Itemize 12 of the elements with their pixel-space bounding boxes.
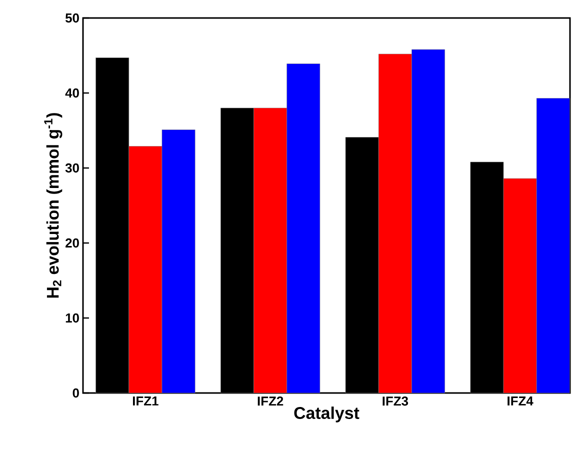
y-tick-label: 50 — [65, 13, 79, 23]
y-tick-label: 40 — [65, 88, 79, 98]
x-tick-label: IFZ3 — [382, 396, 408, 406]
x-tick-label: IFZ1 — [132, 396, 158, 406]
y-axis-title: H$_{2}$ evolution (mmol g$^{-1}$) — [44, 113, 62, 298]
x-tick-label: IFZ2 — [258, 396, 284, 406]
y-tick-label: 10 — [66, 313, 79, 323]
y-tick-label: 30 — [65, 163, 79, 173]
y-tick-label: 0 — [72, 388, 79, 398]
y-tick-label: 20 — [66, 238, 79, 248]
x-tick-label: IFZ4 — [508, 396, 534, 406]
x-axis-title: Catalyst — [294, 406, 360, 422]
